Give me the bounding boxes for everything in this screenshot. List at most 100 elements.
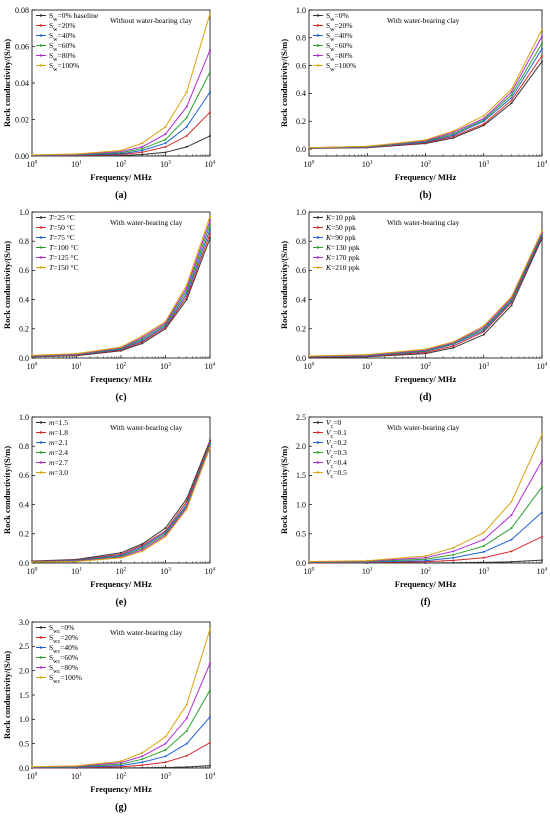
x-tick-exp: 2 <box>428 362 431 368</box>
data-point <box>75 764 78 767</box>
legend-entry-2-part-1: w <box>53 37 58 43</box>
chart-panel-6: 100 101 102 103 1040.00.51.01.52.02.53.0Freq… <box>2 618 216 813</box>
data-point <box>424 554 427 557</box>
data-point <box>209 49 211 52</box>
data-point <box>185 507 188 510</box>
legend-entry: m=2.1 <box>49 438 68 447</box>
x-tick-exp: 3 <box>168 772 171 778</box>
legend-entry: Swc=80% <box>49 663 78 675</box>
data-point <box>452 345 455 348</box>
y-tick-label: 0.6 <box>296 61 306 70</box>
legend-entry-3-part-0: S <box>49 653 53 662</box>
legend-marker <box>316 216 320 219</box>
data-point <box>209 228 211 231</box>
legend-marker <box>316 246 320 249</box>
legend-marker <box>316 44 320 47</box>
legend-entry-3-part-2: =0.3 <box>333 448 347 457</box>
x-tick-base: 10 <box>478 362 486 371</box>
x-tick-base: 10 <box>205 362 213 371</box>
legend-marker <box>39 666 43 669</box>
data-point <box>209 446 211 449</box>
data-point <box>482 114 485 117</box>
legend-entry-5-part-0: K <box>325 263 332 272</box>
x-tick-label: 100 <box>304 362 315 372</box>
data-point <box>141 543 144 546</box>
legend-entry-4-part-2: =80% <box>58 51 76 60</box>
data-point <box>141 153 144 156</box>
x-tick-label: 104 <box>537 567 548 577</box>
y-tick-label: 0.2 <box>296 325 306 334</box>
data-point <box>164 320 167 323</box>
legend-marker <box>316 471 320 474</box>
panel-label: (f) <box>421 597 431 608</box>
legend-entry-5-part-2: =100% <box>335 61 357 70</box>
y-axis-title: Rock conductivity/(S/m) <box>279 39 289 127</box>
x-tick-base: 10 <box>304 160 312 169</box>
legend-entry-2-part-2: =0.2 <box>333 438 347 447</box>
legend-marker <box>39 266 43 269</box>
y-tick-label: 0.8 <box>19 237 29 246</box>
data-point <box>452 135 455 138</box>
data-point <box>482 123 485 126</box>
legend-entry-3-part-1: =130 ppk <box>331 243 360 252</box>
legend-entry-3-part-1: =2.4 <box>54 448 68 457</box>
y-tick-label: 0.4 <box>296 89 306 98</box>
data-point <box>482 550 485 553</box>
data-point <box>141 766 144 769</box>
legend-marker <box>316 34 320 37</box>
data-point <box>366 145 369 148</box>
legend-entry-0-part-0: K <box>325 213 332 222</box>
legend-entry: T=75 °C <box>49 233 75 242</box>
x-tick-label: 102 <box>116 567 127 577</box>
legend-entry-4-part-1: w <box>330 57 335 63</box>
data-point <box>185 134 188 137</box>
x-tick-exp: 3 <box>168 567 171 573</box>
legend-marker <box>39 64 43 67</box>
data-point <box>185 717 188 720</box>
x-tick-label: 101 <box>71 362 82 372</box>
data-point <box>185 703 188 706</box>
legend-marker <box>39 636 43 639</box>
legend-entry-3-part-2: =60% <box>335 41 353 50</box>
x-tick-exp: 2 <box>428 567 431 573</box>
legend-entry-2-part-0: S <box>49 31 53 40</box>
legend-entry-3-part-2: =60% <box>58 41 76 50</box>
legend-entry-1-part-0: S <box>326 21 330 30</box>
data-point <box>164 742 167 745</box>
x-tick-label: 101 <box>71 567 82 577</box>
legend-entry-5-part-1: wc <box>53 679 60 685</box>
legend-entry-0-part-1: =25 °C <box>53 213 75 222</box>
legend-marker <box>39 256 43 259</box>
legend-entry-5-part-2: =0.5 <box>333 468 347 477</box>
data-point <box>31 765 33 768</box>
x-tick-label: 103 <box>160 160 171 170</box>
legend-entry-4-part-1: wc <box>53 669 60 675</box>
y-tick-label: 3.0 <box>19 618 29 627</box>
x-tick-base: 10 <box>116 160 124 169</box>
annotation-text: With water-bearing clay <box>110 218 183 227</box>
legend-entry-1-part-0: S <box>49 633 53 642</box>
data-point <box>164 324 167 327</box>
chart-panel-2: 100 101 102 103 1040.00.20.40.60.81.0Frequen… <box>2 208 216 403</box>
x-tick-exp: 1 <box>79 362 82 368</box>
data-point <box>541 54 543 57</box>
legend-entry-2-part-1: =75 °C <box>53 233 75 242</box>
legend-entry: T=150 °C <box>49 263 79 272</box>
y-tick-label: 0.8 <box>296 237 306 246</box>
y-tick-label: 0.4 <box>19 295 29 304</box>
x-tick-base: 10 <box>420 160 428 169</box>
data-point <box>308 146 310 149</box>
data-point <box>209 662 211 665</box>
legend-entry-4-part-0: S <box>326 51 330 60</box>
data-point <box>209 628 211 631</box>
legend-entry-0-part-0: m <box>49 418 55 427</box>
x-tick-exp: 0 <box>312 567 315 573</box>
legend-entry-5-part-1: =210 ppk <box>331 263 360 272</box>
data-point <box>510 99 513 102</box>
x-tick-label: 103 <box>478 567 489 577</box>
legend-entry-1-part-1: c <box>331 434 334 440</box>
legend-entry-1-part-1: w <box>330 27 335 33</box>
legend-marker <box>39 431 43 434</box>
data-point <box>185 298 188 301</box>
